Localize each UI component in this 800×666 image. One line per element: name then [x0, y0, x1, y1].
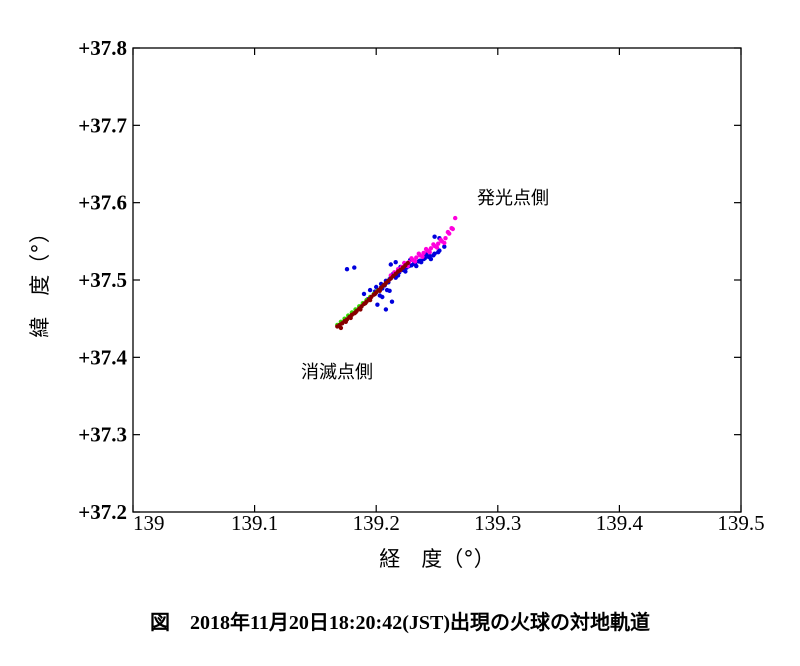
- data-point: [367, 297, 373, 303]
- data-point: [348, 315, 353, 321]
- x-tick-label: 139.3: [474, 511, 521, 535]
- data-point: [414, 255, 419, 260]
- y-axis-label: 緯 度（°）: [28, 222, 52, 338]
- data-point: [420, 254, 425, 259]
- y-tick-label: +37.6: [78, 191, 127, 215]
- series-3: [388, 215, 458, 278]
- data-point: [419, 260, 424, 265]
- data-point: [416, 251, 421, 256]
- data-point: [423, 246, 429, 252]
- data-point: [443, 236, 448, 241]
- data-point: [409, 256, 414, 261]
- data-point: [414, 263, 419, 269]
- y-tick-label: +37.7: [78, 113, 127, 137]
- data-point: [363, 301, 368, 306]
- data-point: [343, 319, 348, 324]
- y-tick-label: +37.2: [78, 500, 127, 524]
- data-point: [453, 215, 458, 221]
- series-4: [335, 260, 410, 331]
- data-point: [367, 287, 373, 293]
- data-point: [431, 253, 436, 258]
- data-point: [427, 250, 432, 255]
- data-point: [428, 256, 434, 262]
- x-axis-label: 経 度（°）: [379, 547, 495, 571]
- data-point: [434, 245, 440, 250]
- data-point: [445, 229, 451, 235]
- data-point: [432, 234, 437, 239]
- data-point: [377, 288, 382, 293]
- data-point: [380, 294, 385, 300]
- data-point: [442, 240, 447, 246]
- data-point: [372, 291, 378, 297]
- data-point: [403, 269, 408, 274]
- annotation-emission-start: 発光点側: [477, 188, 549, 209]
- data-point: [389, 299, 395, 304]
- data-point: [412, 259, 418, 264]
- data-point: [353, 310, 358, 315]
- annotation-extinction-end: 消滅点側: [301, 362, 373, 383]
- y-tick-label: +37.3: [78, 423, 127, 447]
- x-tick-label: 139.2: [353, 511, 400, 535]
- data-point: [428, 246, 434, 251]
- figure-caption: 図 2018年11月20日18:20:42(JST)出現の火球の対地軌道: [150, 610, 650, 634]
- data-point: [338, 325, 344, 331]
- data-point: [442, 244, 447, 249]
- data-point: [383, 307, 389, 312]
- data-point: [382, 282, 387, 287]
- y-tick-label: +37.4: [78, 345, 127, 369]
- data-point: [431, 242, 436, 247]
- x-tick-label: 139.4: [596, 511, 644, 535]
- data-point: [374, 284, 379, 290]
- data-point: [352, 265, 357, 270]
- axis-ticks-layer: [132, 47, 742, 513]
- data-point: [405, 260, 410, 266]
- data-point: [375, 302, 380, 307]
- x-tick-label: 139: [133, 511, 165, 535]
- data-point: [438, 237, 443, 242]
- data-point: [449, 226, 454, 231]
- data-points-layer: [335, 215, 458, 331]
- y-tick-label: +37.5: [78, 268, 127, 292]
- x-tick-label: 139.5: [717, 511, 764, 535]
- data-point: [388, 262, 393, 267]
- y-tick-label: +37.8: [78, 36, 127, 60]
- x-tick-label: 139.1: [231, 511, 278, 535]
- data-point: [361, 291, 367, 297]
- data-point: [421, 250, 426, 256]
- data-point: [344, 267, 350, 272]
- data-point: [436, 250, 441, 255]
- data-point: [387, 288, 392, 293]
- data-point: [393, 260, 398, 265]
- data-point: [436, 241, 441, 246]
- data-point: [358, 307, 363, 312]
